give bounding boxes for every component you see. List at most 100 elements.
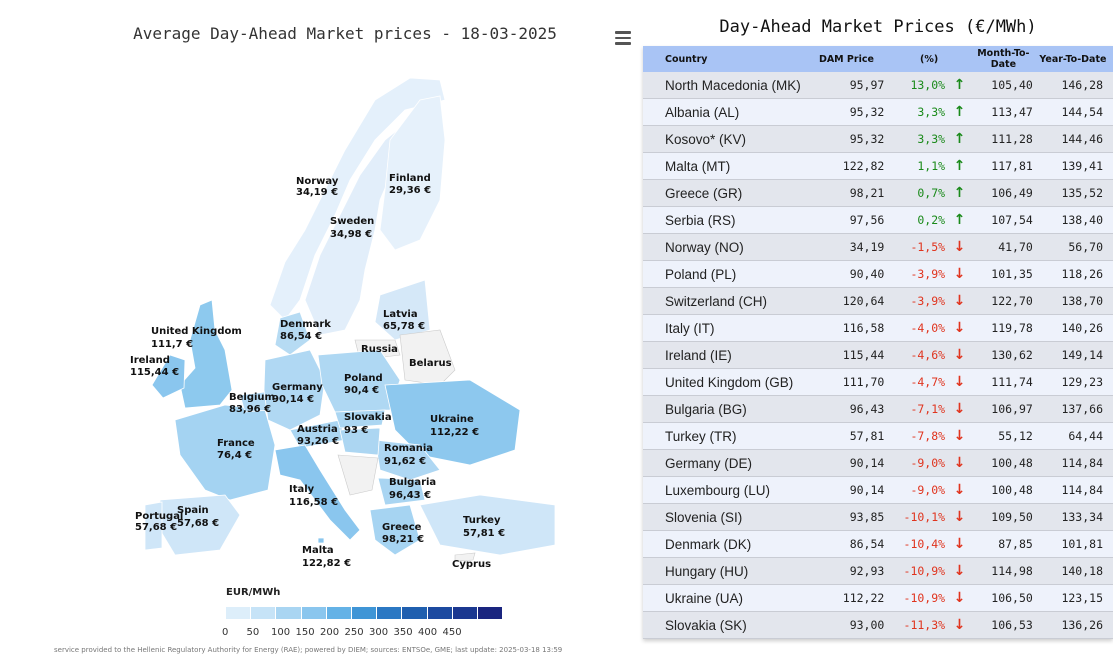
table-row: Slovenia (SI) 93,85 -10,1% ↓ 109,50 133,34 (643, 503, 1113, 531)
legend-tick-label: 450 (442, 627, 462, 638)
region-poland[interactable] (317, 349, 401, 413)
trend-arrow-icon: ↓ (945, 476, 974, 504)
country-cell: Greece (GR) (643, 179, 809, 207)
country-cell: Albania (AL) (643, 98, 809, 126)
region-malta[interactable] (317, 537, 325, 544)
legend-swatch (251, 607, 277, 619)
hamburger-menu-icon[interactable] (615, 31, 631, 45)
header-pct[interactable]: (%) (884, 46, 974, 72)
year-to-date-cell: 149,14 (1032, 341, 1113, 369)
month-to-date-cell: 106,97 (973, 395, 1033, 423)
legend-swatch (351, 607, 378, 619)
year-to-date-cell: 114,84 (1032, 449, 1113, 477)
table-row: Slovakia (SK) 93,00 -11,3% ↓ 106,53 136,26 (643, 611, 1113, 639)
table-row: Denmark (DK) 86,54 -10,4% ↓ 87,85 101,81 (643, 530, 1113, 558)
table-row: Germany (DE) 90,14 -9,0% ↓ 100,48 114,84 (643, 449, 1113, 477)
pct-cell: 0,2% (884, 206, 946, 234)
country-cell: Italy (IT) (643, 314, 809, 342)
legend-swatch (226, 607, 252, 619)
label-denmark-name: Denmark (280, 319, 331, 330)
month-to-date-cell: 109,50 (973, 503, 1033, 531)
label-norway-value: 34,19 € (296, 187, 338, 198)
region-finland[interactable] (379, 95, 446, 251)
year-to-date-cell: 138,40 (1032, 206, 1113, 234)
table-row: Norway (NO) 34,19 -1,5% ↓ 41,70 56,70 (643, 233, 1113, 261)
label-belgium-value: 83,96 € (229, 404, 271, 415)
legend-swatch (452, 607, 478, 619)
pct-cell: -7,8% (884, 422, 946, 450)
year-to-date-cell: 133,34 (1032, 503, 1113, 531)
year-to-date-cell: 139,41 (1032, 152, 1113, 180)
month-to-date-cell: 107,54 (973, 206, 1033, 234)
credits-text: service provided to the Hellenic Regulat… (54, 646, 563, 654)
legend-tick-label: 0 (222, 627, 229, 638)
dam-price-cell: 95,32 (808, 98, 885, 126)
dam-price-cell: 57,81 (808, 422, 885, 450)
label-bulgaria-name: Bulgaria (389, 477, 436, 488)
legend-tick-label: 300 (369, 627, 389, 638)
region-france[interactable] (174, 404, 276, 501)
region-bulgaria[interactable] (377, 477, 426, 506)
region-portugal[interactable] (144, 501, 163, 551)
label-denmark-value: 86,54 € (280, 331, 322, 342)
trend-arrow-icon: ↓ (945, 395, 974, 423)
dam-price-cell: 112,22 (808, 584, 885, 612)
header-dam-price[interactable]: DAM Price (808, 46, 885, 72)
dam-price-cell: 96,43 (808, 395, 885, 423)
trend-arrow-icon: ↑ (945, 125, 974, 153)
region-greece[interactable] (369, 504, 421, 556)
pct-cell: 1,1% (884, 152, 946, 180)
country-cell: Luxembourg (LU) (643, 476, 809, 504)
label-slovakia-name: Slovakia (344, 412, 392, 423)
label-poland-value: 90,4 € (344, 385, 379, 396)
region-germany[interactable] (263, 349, 326, 431)
pct-cell: 13,0% (884, 72, 946, 99)
region-united-kingdom[interactable] (179, 299, 233, 409)
pct-cell: -9,0% (884, 449, 946, 477)
header-month-to-date[interactable]: Month-To-Date (973, 46, 1033, 72)
table-row: Switzerland (CH) 120,64 -3,9% ↓ 122,70 138,70 (643, 287, 1113, 315)
label-ireland-name: Ireland (130, 355, 170, 366)
dam-price-cell: 86,54 (808, 530, 885, 558)
table-row: Greece (GR) 98,21 0,7% ↑ 106,49 135,52 (643, 179, 1113, 207)
label-ukraine-value: 112,22 € (430, 427, 479, 438)
legend-swatch (402, 607, 428, 619)
header-year-to-date[interactable]: Year-To-Date (1032, 46, 1113, 72)
month-to-date-cell: 106,53 (973, 611, 1033, 639)
pct-cell: -4,6% (884, 341, 946, 369)
region-italy[interactable] (274, 444, 361, 541)
year-to-date-cell: 137,66 (1032, 395, 1113, 423)
country-cell: Ukraine (UA) (643, 584, 809, 612)
table-row: Poland (PL) 90,40 -3,9% ↓ 101,35 118,26 (643, 260, 1113, 288)
header-country[interactable]: Country (643, 46, 809, 72)
year-to-date-cell: 138,70 (1032, 287, 1113, 315)
pct-cell: -10,1% (884, 503, 946, 531)
region-hungary[interactable] (339, 427, 381, 456)
region-slovakia[interactable] (334, 409, 386, 429)
region-turkey[interactable] (419, 494, 556, 556)
legend-tick-label: 150 (295, 627, 315, 638)
trend-arrow-icon: ↑ (945, 206, 974, 234)
year-to-date-cell: 64,44 (1032, 422, 1113, 450)
legend-tick-label: 200 (320, 627, 340, 638)
label-ukraine-name: Ukraine (430, 414, 474, 425)
country-cell: North Macedonia (MK) (643, 72, 809, 99)
region-ireland[interactable] (151, 354, 186, 399)
label-uk-value: 111,7 € (151, 339, 193, 350)
label-spain-value: 57,68 € (177, 518, 219, 529)
legend-tick-label: 400 (418, 627, 438, 638)
dam-price-cell: 95,97 (808, 72, 885, 99)
trend-arrow-icon: ↓ (945, 611, 974, 639)
region-denmark[interactable] (274, 311, 311, 356)
country-cell: Norway (NO) (643, 233, 809, 261)
region-romania[interactable] (374, 439, 441, 481)
label-romania-value: 91,62 € (384, 456, 426, 467)
label-greece-name: Greece (382, 522, 422, 533)
legend-title: EUR/MWh (226, 587, 281, 598)
trend-arrow-icon: ↓ (945, 422, 974, 450)
table-row: Luxembourg (LU) 90,14 -9,0% ↓ 100,48 114,84 (643, 476, 1113, 504)
color-scale-legend (226, 607, 504, 619)
region-ukraine[interactable] (384, 379, 521, 466)
country-cell: Serbia (RS) (643, 206, 809, 234)
label-austria-value: 93,26 € (297, 436, 339, 447)
